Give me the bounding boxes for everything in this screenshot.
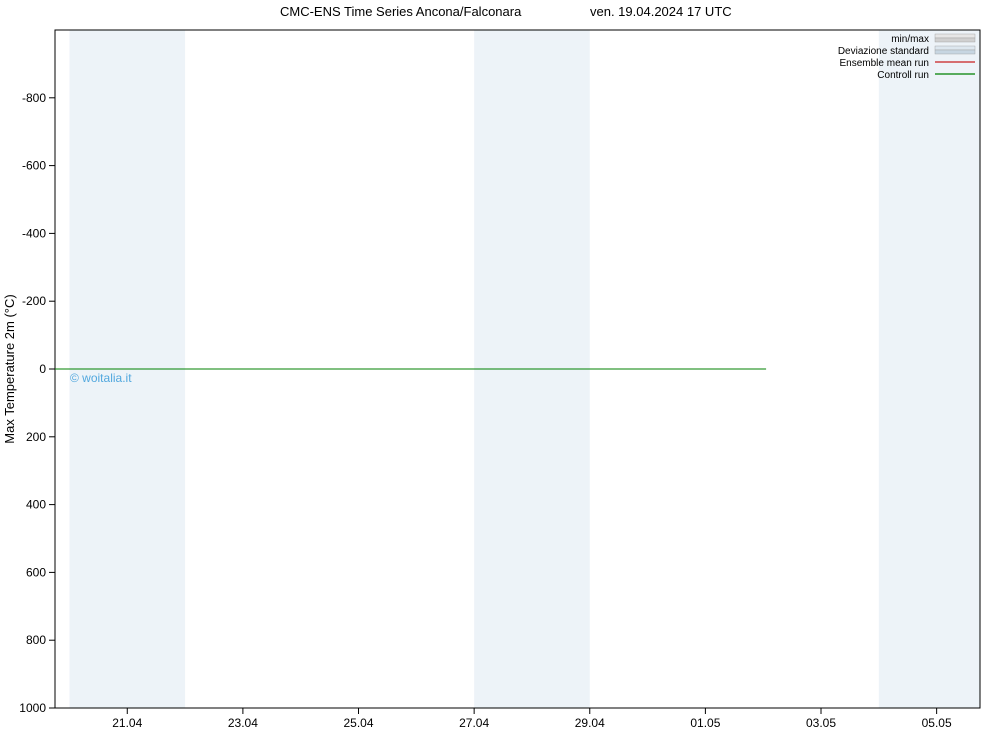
chart-title-left: CMC-ENS Time Series Ancona/Falconara [280,4,522,19]
y-tick-label: -200 [22,294,46,308]
y-tick-label: 600 [26,565,46,579]
legend-swatch [935,50,975,54]
legend-label: Ensemble mean run [840,58,930,69]
y-tick-label: -800 [22,91,46,105]
x-tick-label: 21.04 [112,716,142,730]
x-tick-label: 23.04 [228,716,258,730]
y-tick-label: 400 [26,498,46,512]
y-tick-label: -600 [22,159,46,173]
chart-title-right: ven. 19.04.2024 17 UTC [590,4,732,19]
y-axis-label: Max Temperature 2m (°C) [2,294,17,443]
legend-swatch [935,46,975,50]
legend-label: min/max [891,34,929,45]
y-tick-label: 200 [26,430,46,444]
y-tick-label: -400 [22,226,46,240]
x-tick-label: 03.05 [806,716,836,730]
x-tick-label: 27.04 [459,716,489,730]
x-tick-label: 05.05 [922,716,952,730]
chart-svg: CMC-ENS Time Series Ancona/Falconara ven.… [0,0,1000,733]
legend-label: Controll run [877,70,929,81]
y-tick-label: 800 [26,633,46,647]
legend-swatch [935,34,975,38]
y-tick-label: 0 [39,362,46,376]
legend-swatch [935,38,975,42]
x-tick-label: 29.04 [575,716,605,730]
x-band [879,30,980,708]
chart-container: CMC-ENS Time Series Ancona/Falconara ven.… [0,0,1000,733]
watermark: © woitalia.it [70,371,132,385]
x-tick-label: 01.05 [690,716,720,730]
x-tick-label: 25.04 [344,716,374,730]
legend-label: Deviazione standard [838,46,929,57]
y-tick-label: 1000 [19,701,46,715]
